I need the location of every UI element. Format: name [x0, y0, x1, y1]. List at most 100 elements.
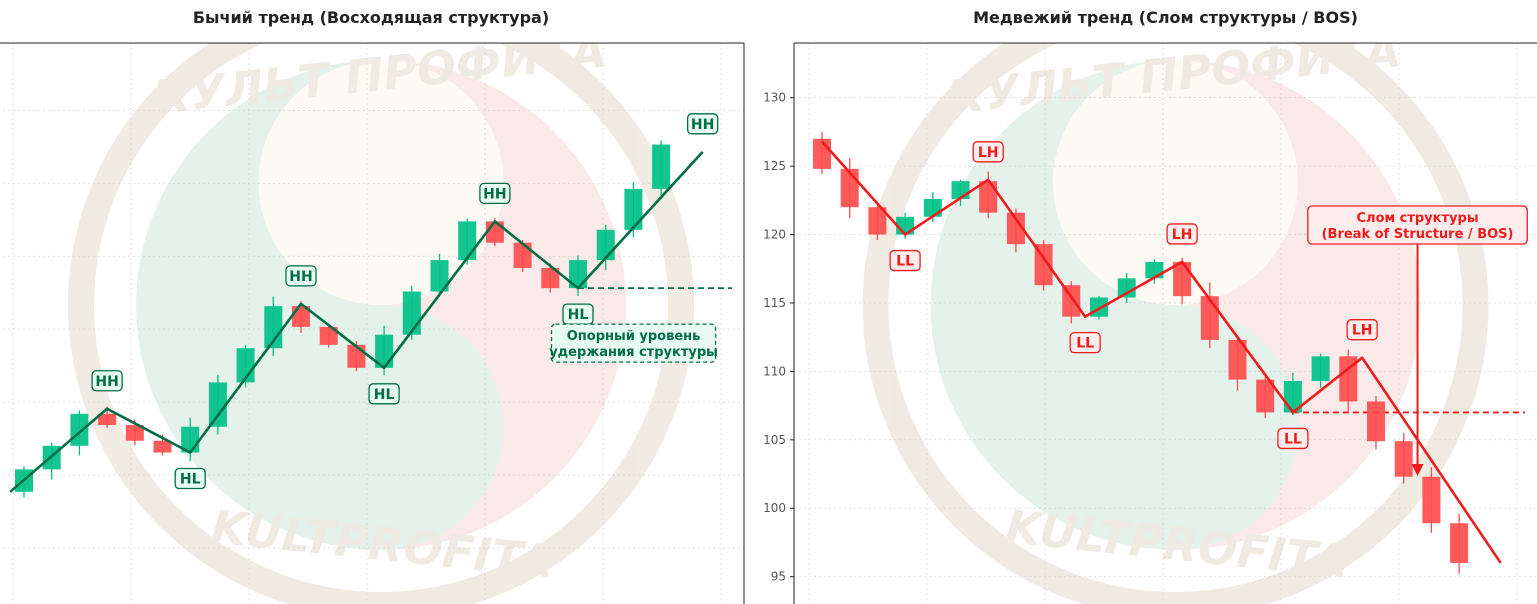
bear-ytick-label: 130: [763, 91, 786, 105]
bull-swing-label-hl-box: [174, 467, 206, 490]
bear-grid: [794, 43, 1537, 604]
support-note-box: [550, 323, 717, 363]
bull-candle-body: [541, 267, 560, 289]
bull-candle-body: [596, 229, 615, 261]
bull-swing-label-hh: HH: [479, 182, 511, 205]
bull-candle: [319, 324, 338, 348]
bear-candle-body: [1145, 261, 1164, 279]
bear-watermark-yin: [1053, 60, 1421, 550]
bull-swing-label-hl-text: HL: [180, 472, 201, 488]
bull-candle-body: [208, 382, 227, 427]
bull-watermark-yin: [258, 60, 626, 550]
bull-candle: [652, 140, 671, 197]
bull-candle: [430, 253, 449, 297]
bull-candle: [208, 375, 227, 435]
bull-swing-label-hh: HH: [285, 265, 317, 287]
bull-candle-body: [153, 440, 172, 453]
bear-swing-label-ll-box: [1069, 332, 1101, 354]
bull-swing-label-hh: HH: [91, 370, 123, 392]
bear-ytick-label: 115: [763, 296, 786, 310]
bear-candle-body: [1450, 523, 1469, 563]
bear-structure-line: [821, 140, 1502, 564]
bull-chart: КУЛЬТ ПРОФИТАKULTPROFITAHHHLHHHLHHHLHHОп…: [0, 42, 745, 604]
bear-swing-label-lh: LH: [1166, 223, 1198, 245]
bear-candle-body: [840, 168, 859, 208]
bull-candle-body: [347, 344, 366, 368]
bull-swing-label-hl-box: [368, 383, 400, 405]
bear-swing-label-lh-box: [1166, 223, 1198, 245]
bear-candle: [1062, 281, 1081, 324]
bear-candle: [813, 131, 831, 175]
bull-swing-label-hh: HH: [687, 113, 719, 135]
bear-candle-body: [1200, 296, 1219, 340]
bull-candle-body: [125, 425, 144, 441]
bull-swing-label-hh-text: HH: [95, 374, 118, 390]
bear-swing-label-ll-box: [889, 249, 921, 272]
bear-candle: [1228, 335, 1247, 391]
bear-candle: [1034, 240, 1053, 291]
bear-candle-body: [923, 198, 942, 217]
bear-swing-label-lh: LH: [1346, 319, 1378, 341]
bear-candle-body: [1034, 244, 1053, 286]
bull-candle-body: [485, 221, 504, 243]
bull-candle-body: [652, 144, 671, 189]
bear-candle: [1339, 349, 1358, 413]
bull-candle: [236, 344, 255, 388]
bear-swing-label-lh-box: [972, 141, 1004, 163]
bull-swing-label-hh-box: [687, 113, 719, 135]
bull-plot-area: КУЛЬТ ПРОФИТАKULTPROFITAHHHLHHHLHHHLHHОп…: [0, 43, 744, 604]
bull-candle-body: [319, 326, 338, 345]
bear-swing-label-lh-text: LH: [1352, 323, 1373, 339]
bull-swing-label-hh-box: [479, 182, 511, 205]
bear-swing-label-ll-text: LL: [896, 254, 914, 270]
bear-candle-body: [1228, 339, 1247, 380]
bull-candle-body: [375, 334, 394, 368]
bear-ytick-label: 95: [771, 570, 786, 584]
bear-swing-label-ll: LL: [1069, 332, 1101, 354]
bear-candle: [1422, 467, 1441, 533]
bear-watermark-yang: [930, 60, 1298, 550]
bear-candle: [1173, 257, 1192, 305]
bear-swing-label-ll-text: LL: [1284, 431, 1302, 447]
bear-swing-label-ll: LL: [889, 249, 921, 272]
bull-candle: [15, 466, 33, 498]
bull-swing-label-hl: HL: [368, 383, 400, 405]
bull-candle: [541, 263, 560, 293]
bull-candle-body: [569, 260, 587, 289]
bear-watermark-ring: [862, 43, 1489, 604]
bear-candle-body: [1394, 441, 1413, 477]
bear-candle: [1117, 272, 1136, 303]
bull-candle-body: [624, 188, 643, 230]
bear-candle-body: [1117, 278, 1136, 298]
bull-candle-body: [430, 260, 449, 292]
bull-candle-body: [264, 306, 283, 349]
bear-candle-body: [1339, 356, 1358, 402]
bear-candle: [1367, 396, 1385, 450]
bear-candle: [1256, 376, 1275, 418]
bear-swing-label-lh-text: LH: [978, 145, 999, 161]
bull-grid: [0, 43, 744, 604]
bear-candle-body: [1062, 285, 1081, 317]
bull-candle-body: [98, 413, 117, 426]
bull-chart-title: Бычий тренд (Восходящая структура): [192, 8, 550, 27]
bos-callout: Слом структуры(Break of Structure / BOS): [1307, 205, 1528, 245]
bear-swing-label-lh-text: LH: [1172, 227, 1193, 243]
bear-candle: [1450, 513, 1469, 574]
bear-ytick-label: 125: [763, 159, 786, 173]
bull-candle-body: [458, 221, 477, 261]
bull-watermark-disc: [136, 60, 626, 550]
bear-chart-title: Медвежий тренд (Слом структуры / BOS): [973, 8, 1358, 27]
bear-swing-label-ll: LL: [1277, 427, 1309, 450]
bear-candle: [1394, 432, 1413, 484]
bos-callout-line-1: (Break of Structure / BOS): [1322, 227, 1514, 242]
bear-swing-label-lh: LH: [972, 141, 1004, 163]
bull-swing-label-hl: HL: [562, 303, 594, 325]
bull-swing-label-hh-text: HH: [289, 269, 312, 285]
bull-candle-body: [513, 242, 532, 268]
support-note-line-1: удержания структуры: [549, 345, 718, 360]
bull-candle: [264, 296, 283, 357]
